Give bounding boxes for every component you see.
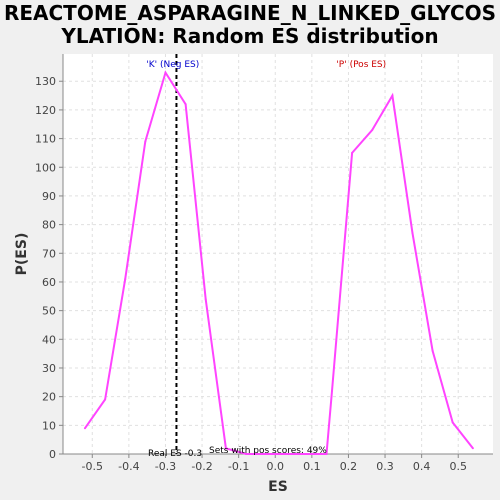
es-data-point (184, 103, 187, 106)
es-data-point (144, 140, 147, 143)
x-tick-label: -0.2 (191, 460, 212, 473)
es-data-point (164, 71, 167, 74)
y-ticks: 0 10 20 30 40 50 60 70 80 90 100 110 120 130 (35, 75, 63, 461)
pos-scores-label: Sets with pos scores: 49% (209, 446, 327, 456)
es-data-point (83, 427, 86, 430)
y-tick-label: 120 (35, 104, 56, 117)
es-data-point (204, 298, 207, 301)
real-es-label: Real ES -0.3 (148, 449, 202, 459)
x-axis-label: ES (268, 479, 288, 495)
y-tick-label: 80 (42, 219, 56, 232)
chart-title-line-2: YLATION: Random ES distribution (61, 24, 439, 48)
pos-es-label: 'P' (Pos ES) (336, 60, 386, 70)
x-tick-label: 0.5 (449, 460, 467, 473)
es-data-point (305, 453, 308, 455)
x-tick-label: 0.3 (376, 460, 394, 473)
x-tick-label: -0.1 (228, 460, 249, 473)
y-tick-label: 100 (35, 161, 56, 174)
es-data-point (285, 453, 288, 455)
y-tick-label: 40 (42, 333, 56, 346)
es-data-point (124, 278, 127, 281)
y-tick-label: 20 (42, 391, 56, 404)
es-data-point (351, 151, 354, 154)
y-axis-label: P(ES) (14, 233, 30, 276)
y-tick-label: 0 (49, 448, 56, 461)
y-tick-label: 130 (35, 75, 56, 88)
x-tick-label: 0.0 (267, 460, 285, 473)
es-data-point (411, 232, 414, 235)
y-tick-label: 50 (42, 305, 56, 318)
es-data-point (391, 94, 394, 97)
y-tick-label: 110 (35, 133, 56, 146)
y-tick-label: 70 (42, 247, 56, 260)
es-data-point (471, 447, 474, 450)
y-tick-label: 90 (42, 190, 56, 203)
y-tick-label: 60 (42, 276, 56, 289)
es-data-point (244, 453, 247, 455)
x-tick-label: 0.2 (340, 460, 358, 473)
y-tick-label: 30 (42, 362, 56, 375)
y-tick-label: 10 (42, 419, 56, 432)
x-tick-label: -0.4 (118, 460, 139, 473)
plot-area (63, 54, 493, 454)
es-data-point (431, 349, 434, 352)
es-data-point (325, 453, 328, 455)
es-data-point (451, 421, 454, 424)
es-data-point (371, 128, 374, 131)
es-data-point (104, 398, 107, 401)
es-data-point (224, 447, 227, 450)
x-tick-label: 0.1 (303, 460, 321, 473)
x-tick-label: 0.4 (413, 460, 431, 473)
x-tick-label: -0.3 (155, 460, 176, 473)
chart-title-line-1: REACTOME_ASPARAGINE_N_LINKED_GLYCOS (3, 1, 497, 25)
es-data-point (330, 389, 333, 392)
x-tick-label: -0.5 (82, 460, 103, 473)
neg-es-label: 'K' (Neg ES) (146, 60, 199, 70)
es-data-point (265, 453, 268, 455)
x-ticks: -0.5 -0.4 -0.3 -0.2 -0.1 0.0 0.1 0.2 0.3 0.4 0.5 (82, 454, 467, 473)
series-layer (83, 70, 474, 455)
